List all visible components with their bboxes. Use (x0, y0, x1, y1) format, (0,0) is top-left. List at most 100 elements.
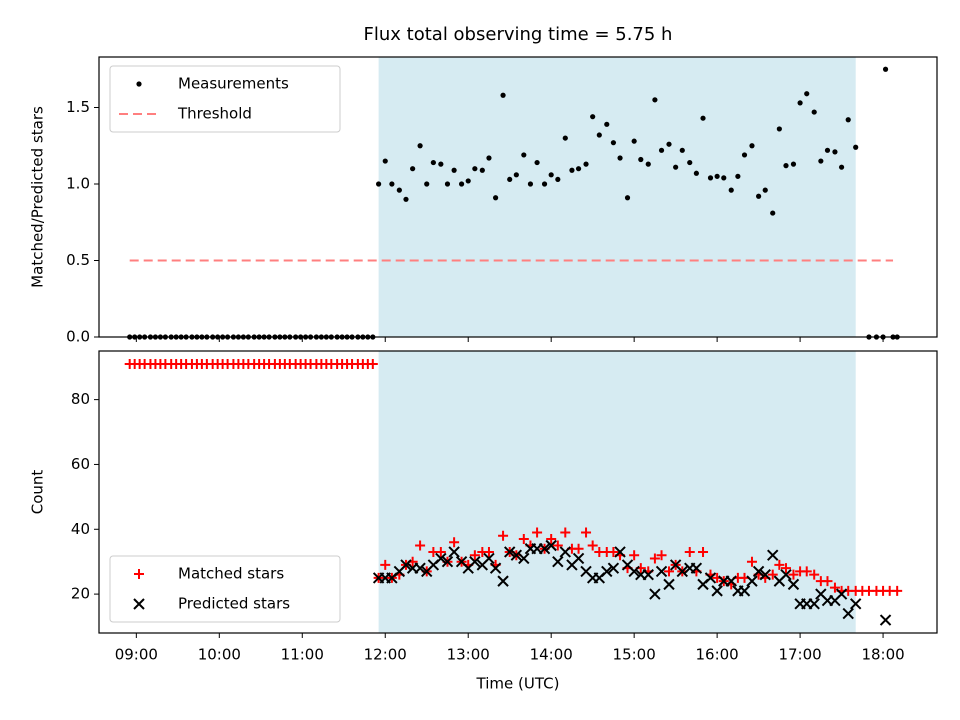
measurement-point (583, 161, 589, 167)
measurement-point (853, 144, 859, 150)
y-tick-label: 40 (71, 520, 90, 538)
predicted-point (842, 607, 854, 620)
measurement-point (658, 147, 665, 153)
y-tick-label: 60 (71, 455, 90, 473)
matched-point (684, 546, 695, 557)
measurement-point (707, 175, 714, 181)
shaded-observing-window (378, 351, 856, 633)
measurement-point (575, 166, 582, 172)
matched-point (698, 546, 709, 557)
y-axis-label: Count (29, 470, 47, 515)
measurement-point (882, 66, 889, 72)
x-tick-label: 10:00 (198, 646, 241, 664)
matched-point (415, 540, 426, 551)
measurement-point (673, 164, 679, 170)
predicted-point (663, 578, 675, 591)
predicted-point (808, 598, 820, 610)
matched-point (656, 550, 667, 561)
measurement-point (596, 132, 602, 138)
matched-stars-series (124, 358, 903, 596)
measurement-point (382, 158, 388, 164)
measurement-point (776, 126, 782, 132)
measurement-point (444, 181, 451, 187)
predicted-point (503, 546, 516, 558)
predicted-point (559, 546, 572, 558)
predicted-point (435, 552, 447, 565)
axes-frame (98, 56, 938, 338)
legend-box (109, 65, 341, 133)
matched-point (469, 550, 480, 561)
legend-box (109, 555, 341, 623)
measurement-point (652, 97, 658, 103)
legend-measurements-marker (136, 81, 142, 87)
matched-point (746, 556, 757, 567)
matched-point (552, 540, 563, 551)
measurement-point (797, 100, 803, 106)
predicted-point (469, 555, 481, 568)
matched-point (829, 582, 840, 593)
measurement-point (458, 181, 465, 187)
predicted-point (787, 578, 800, 591)
predicted-point (752, 565, 765, 578)
measurement-point (555, 176, 561, 183)
measurement-point (465, 178, 471, 184)
predicted-point (572, 552, 585, 565)
measurement-point (486, 155, 492, 161)
matched-point (788, 569, 799, 580)
measurement-point (492, 195, 499, 201)
matched-point (573, 543, 584, 554)
matched-point (449, 537, 460, 548)
matched-point (587, 540, 598, 551)
predicted-point (538, 543, 551, 555)
legend-label: Measurements (178, 75, 289, 93)
measurement-point (569, 167, 575, 173)
predicted-point (607, 562, 620, 574)
count-panel: 20 40 60 80 09:00 10:00 11:00 12:00 13:00 14:00 15… (29, 350, 938, 693)
y-axis-label: Matched/Predicted stars (29, 106, 47, 288)
measurement-point (679, 147, 685, 153)
legend-predicted-marker (133, 598, 145, 610)
measurement-point (396, 187, 402, 193)
matched-point (546, 534, 557, 544)
shaded-observing-window (378, 57, 856, 337)
legend-label: Threshold (177, 105, 252, 123)
measurement-point (790, 161, 797, 167)
matched-point (664, 566, 675, 577)
measurement-point (430, 159, 436, 166)
measurement-point (521, 152, 527, 158)
matched-point (809, 569, 820, 580)
measurement-point (832, 149, 838, 155)
measurement-point (838, 164, 845, 170)
predicted-point (552, 555, 564, 568)
measurement-point (376, 181, 382, 187)
legend: Matched stars Predicted stars (109, 555, 341, 623)
measurement-point (410, 166, 416, 172)
measurement-point (845, 117, 851, 123)
x-tick-label: 14:00 (530, 646, 573, 664)
predicted-point (545, 539, 557, 552)
predicted-point (704, 572, 717, 584)
measurement-point (438, 161, 444, 167)
y-tick-label: 1.5 (66, 98, 90, 116)
predicted-point (849, 598, 862, 610)
predicted-point (448, 546, 460, 558)
measurement-point (604, 121, 610, 127)
matched-point (532, 527, 543, 538)
measurement-point (507, 176, 513, 183)
measurement-point (513, 172, 519, 178)
predicted-point (711, 585, 723, 597)
legend: Measurements Threshold (109, 65, 341, 133)
measurement-point (624, 195, 631, 201)
y-tick-label: 80 (71, 390, 90, 408)
measurement-point (770, 210, 776, 216)
measurement-point (756, 193, 762, 199)
legend-label: Predicted stars (178, 595, 290, 613)
measurement-point (666, 141, 672, 147)
predicted-point (767, 549, 779, 561)
measurement-point (804, 91, 810, 97)
predicted-point (655, 565, 668, 578)
measurement-point (403, 196, 409, 202)
matched-point (560, 527, 571, 538)
predicted-point (400, 559, 412, 571)
y-tick-label: 0.0 (66, 328, 90, 346)
